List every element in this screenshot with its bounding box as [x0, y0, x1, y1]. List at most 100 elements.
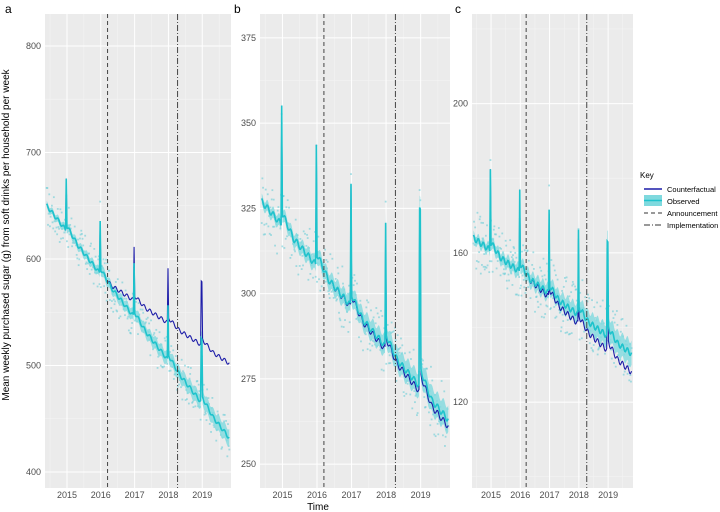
data-point	[482, 222, 484, 224]
data-point	[146, 316, 149, 319]
data-point	[536, 300, 539, 303]
data-point	[73, 225, 76, 228]
data-point	[484, 265, 487, 268]
data-point	[288, 206, 290, 209]
data-point	[430, 365, 432, 368]
x-tick-label: 2016	[307, 490, 327, 500]
data-point	[555, 315, 558, 318]
data-point	[571, 281, 574, 283]
data-point	[103, 285, 105, 288]
data-point	[613, 321, 616, 324]
data-point	[619, 330, 622, 333]
x-tick-label: 2017	[125, 490, 145, 500]
data-point	[59, 208, 62, 211]
data-point	[516, 293, 518, 296]
data-point	[268, 215, 270, 217]
data-point	[566, 319, 569, 321]
data-point	[388, 354, 391, 357]
data-point	[340, 325, 343, 328]
data-point	[570, 291, 573, 294]
data-point	[141, 308, 144, 311]
data-point	[598, 346, 601, 349]
data-point	[494, 233, 496, 236]
data-point	[405, 392, 408, 395]
panel-b-label: b	[234, 2, 241, 16]
data-point	[565, 276, 568, 279]
data-point	[317, 235, 320, 238]
data-point	[52, 227, 55, 230]
data-point	[359, 299, 362, 302]
data-point	[191, 401, 194, 404]
data-point	[58, 227, 60, 230]
data-point	[365, 306, 368, 309]
data-point	[583, 330, 586, 333]
data-point	[517, 273, 519, 276]
data-point	[380, 368, 383, 371]
y-tick-label: 325	[241, 203, 256, 213]
data-point	[289, 256, 292, 259]
data-point	[599, 305, 602, 308]
data-point	[123, 297, 126, 300]
data-point	[366, 348, 369, 351]
data-point	[324, 280, 327, 283]
data-point	[56, 208, 59, 210]
data-point	[129, 332, 132, 335]
data-point	[339, 319, 342, 322]
data-point	[478, 218, 481, 221]
data-point	[552, 264, 555, 267]
y-tick-label: 200	[453, 99, 468, 109]
data-point	[347, 330, 350, 333]
x-tick-label: 2016	[91, 490, 111, 500]
data-point	[444, 445, 446, 447]
data-point	[191, 400, 194, 403]
data-point	[433, 433, 436, 436]
data-point	[312, 276, 314, 279]
data-point	[261, 177, 264, 180]
data-point	[155, 328, 158, 331]
data-point	[165, 335, 168, 338]
data-point	[591, 349, 594, 351]
data-point	[286, 199, 289, 202]
data-point	[302, 264, 304, 267]
data-point	[374, 322, 377, 325]
data-point	[543, 316, 545, 319]
legend-announcement-label: Announcement	[667, 209, 718, 218]
data-point	[47, 212, 50, 215]
data-point	[274, 244, 276, 247]
data-point	[329, 253, 332, 256]
data-point	[371, 344, 374, 347]
data-point	[615, 310, 618, 312]
data-point	[593, 306, 596, 309]
data-point	[406, 382, 409, 385]
data-point	[105, 299, 108, 302]
data-point	[338, 311, 340, 314]
data-point	[281, 245, 284, 248]
data-point	[264, 188, 267, 191]
data-point	[119, 315, 122, 318]
data-point	[401, 344, 404, 347]
data-point	[298, 265, 301, 267]
data-point	[522, 279, 525, 281]
data-point	[188, 377, 191, 380]
data-point	[85, 261, 88, 264]
data-point	[124, 314, 126, 317]
data-point	[366, 299, 368, 302]
data-point	[166, 362, 169, 365]
data-point	[554, 316, 557, 319]
data-point	[478, 251, 481, 254]
data-point	[335, 299, 338, 302]
data-point	[570, 332, 573, 335]
data-point	[443, 390, 446, 393]
data-point	[180, 386, 182, 389]
data-point	[527, 259, 530, 262]
data-point	[67, 246, 70, 248]
x-tick-label: 2018	[569, 490, 589, 500]
data-point	[77, 264, 80, 267]
data-point	[176, 385, 179, 388]
data-point	[90, 242, 92, 245]
data-point	[440, 380, 443, 382]
data-point	[208, 423, 211, 425]
data-point	[475, 267, 478, 270]
data-point	[206, 388, 209, 391]
data-point	[612, 310, 614, 313]
